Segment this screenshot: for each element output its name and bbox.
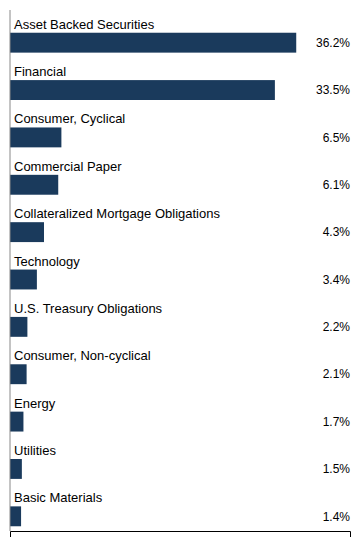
baseline bbox=[10, 10, 11, 531]
bar bbox=[10, 506, 21, 526]
data-label: 2.1% bbox=[323, 367, 351, 381]
bar bbox=[10, 364, 27, 384]
category-label: Technology bbox=[14, 254, 80, 269]
data-label: 4.3% bbox=[323, 225, 351, 239]
bars bbox=[10, 33, 296, 527]
category-labels: Asset Backed Securities Financial Consumer… bbox=[14, 17, 220, 506]
data-label: 2.2% bbox=[323, 320, 351, 334]
data-label: 1.7% bbox=[323, 415, 351, 429]
category-label: Consumer, Cyclical bbox=[14, 111, 125, 126]
category-label: Commercial Paper bbox=[14, 159, 122, 174]
data-label: 3.4% bbox=[323, 273, 351, 287]
x-axis bbox=[11, 532, 351, 538]
plot: Asset Backed Securities Financial Consumer… bbox=[10, 10, 351, 537]
category-label: Energy bbox=[14, 396, 56, 411]
data-label: 6.1% bbox=[323, 178, 351, 192]
category-label: Consumer, Non-cyclical bbox=[14, 348, 151, 363]
bar bbox=[10, 175, 58, 195]
bar bbox=[10, 459, 22, 479]
bar bbox=[10, 270, 37, 290]
data-label: 33.5% bbox=[316, 83, 350, 97]
data-label: 6.5% bbox=[323, 131, 351, 145]
category-label: Asset Backed Securities bbox=[14, 17, 155, 32]
data-labels: 36.2% 33.5% 6.5% 6.1% 4.3% 3.4% 2.2% 2.1% 1.7% 1.… bbox=[316, 36, 350, 524]
bar bbox=[10, 317, 27, 337]
data-label: 1.4% bbox=[323, 510, 351, 524]
x-axis-line bbox=[11, 532, 351, 538]
data-label: 1.5% bbox=[323, 462, 351, 476]
data-label: 36.2% bbox=[316, 36, 350, 50]
category-label: Collateralized Mortgage Obligations bbox=[14, 206, 220, 221]
bar bbox=[10, 222, 44, 242]
bar bbox=[10, 412, 23, 432]
bar bbox=[10, 33, 296, 53]
chart: Asset Backed Securities Financial Consumer… bbox=[0, 0, 360, 547]
category-label: Financial bbox=[14, 64, 66, 79]
category-label: U.S. Treasury Obligations bbox=[14, 301, 163, 316]
bar bbox=[10, 127, 61, 147]
category-label: Basic Materials bbox=[14, 490, 103, 505]
bar bbox=[10, 80, 275, 100]
category-label: Utilities bbox=[14, 443, 56, 458]
